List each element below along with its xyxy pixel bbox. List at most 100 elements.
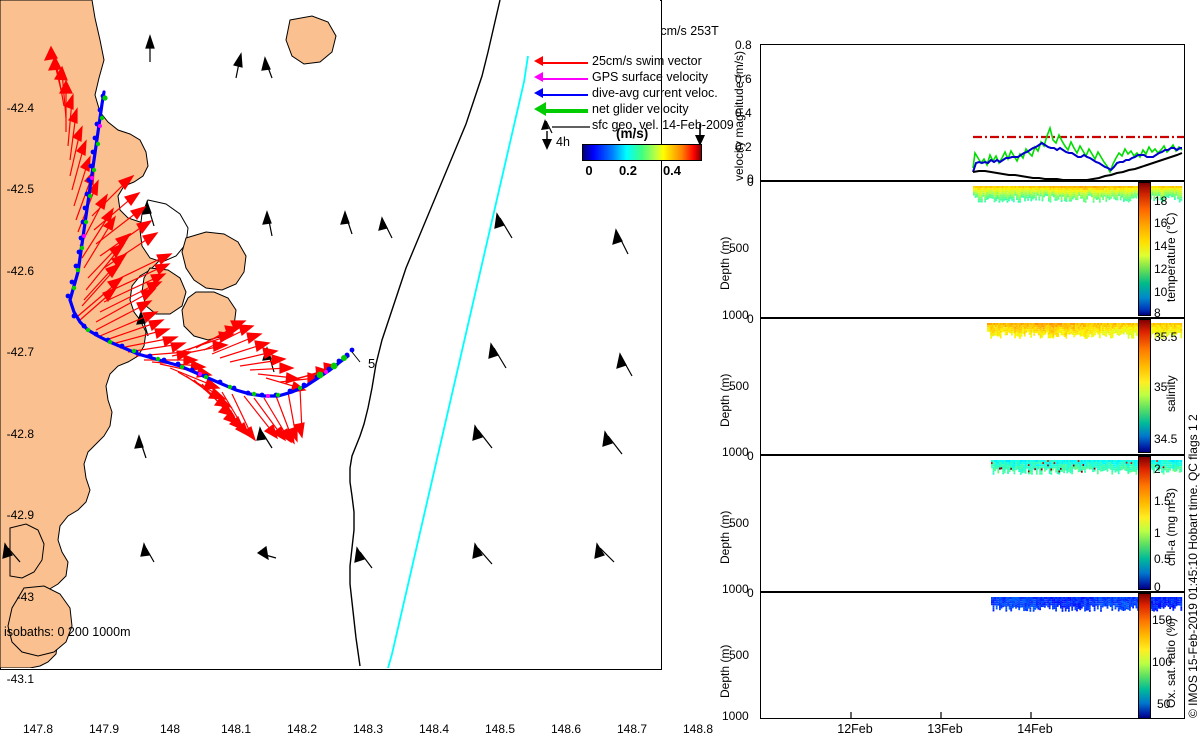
time-scale-label: 4h bbox=[556, 135, 570, 149]
salinity-ytick-0: 0 bbox=[747, 312, 754, 326]
legend-label: dive-avg current veloc. bbox=[592, 86, 718, 100]
salinity-cb-tick-0: 35.5 bbox=[1154, 330, 1178, 344]
chlorophyll-section bbox=[991, 460, 1183, 475]
salinity-ytick-1: 500 bbox=[729, 379, 750, 393]
velocity-ytick-2: 0.4 bbox=[735, 106, 752, 120]
geostrophic-arrow-icon bbox=[541, 119, 590, 134]
chlorophyll-cb-tick-3: 0.5 bbox=[1154, 552, 1171, 566]
map-lat-tick-0: -42.4 bbox=[6, 101, 34, 115]
oxygen-cb-tick-0: 150 bbox=[1152, 613, 1173, 627]
map-colorbar-tick-2: 0.4 bbox=[662, 163, 682, 178]
legend-item-dive-avg-current: dive-avg current veloc. bbox=[534, 86, 718, 103]
map-lat-tick-5: -42.9 bbox=[6, 508, 34, 522]
map-lon-tick-10: 148.8 bbox=[682, 722, 714, 736]
oxygen-ytick-0: 0 bbox=[747, 586, 754, 600]
map-lon-tick-3: 148.1 bbox=[220, 722, 252, 736]
salinity-cb-tick-1: 35 bbox=[1154, 380, 1168, 394]
map-colorbar-tick-0: 0 bbox=[585, 163, 593, 178]
legend-item-gps-surface-velocity: GPS surface velocity bbox=[534, 70, 714, 87]
oxygen-cb-tick-1: 100 bbox=[1152, 655, 1173, 669]
map-lon-tick-6: 148.4 bbox=[418, 722, 450, 736]
xaxis-tick-13feb: 13Feb bbox=[927, 722, 963, 736]
temperature-cb-tick-3: 12 bbox=[1154, 262, 1168, 276]
temperature-section bbox=[973, 186, 1183, 203]
legend-item-swim-vector: 25cm/s swim vector bbox=[534, 54, 714, 71]
arrow-icon bbox=[534, 88, 543, 98]
arrow-icon bbox=[534, 72, 543, 82]
legend-line bbox=[544, 109, 588, 113]
salinity-colorbar bbox=[1138, 319, 1151, 453]
map-lon-tick-9: 148.7 bbox=[616, 722, 648, 736]
map-lat-tick-3: -42.7 bbox=[6, 345, 34, 359]
gps-surface-velocity-points bbox=[82, 124, 328, 398]
panel-salinity[interactable] bbox=[760, 318, 1185, 455]
map-legend: 25cm/s swim vector GPS surface velocity … bbox=[534, 54, 734, 150]
panel-velocity-magnitude[interactable] bbox=[760, 44, 1185, 181]
temperature-cb-tick-1: 16 bbox=[1154, 216, 1168, 230]
map-colorbar-tick-1: 0.2 bbox=[618, 163, 638, 178]
map-lat-tick-1: -42.5 bbox=[6, 182, 34, 196]
map-lon-tick-1: 147.9 bbox=[88, 722, 120, 736]
map-colorbar-title: (m/s) bbox=[616, 126, 649, 141]
panel-chlorophyll[interactable] bbox=[760, 455, 1185, 592]
colorbar-pointer-icon bbox=[695, 124, 705, 146]
legend-item-net-glider-velocity: net glider velocity bbox=[534, 102, 714, 119]
map-lon-tick-7: 148.5 bbox=[484, 722, 516, 736]
oxygen-section bbox=[991, 597, 1183, 612]
chlorophyll-ytick-1: 500 bbox=[729, 516, 750, 530]
velocity-ytick-1: 0.6 bbox=[735, 72, 752, 86]
legend-item-sfc-geo-velocity: sfc geo. vel. 14-Feb-2009 bbox=[534, 118, 734, 135]
arrow-icon bbox=[534, 102, 546, 116]
temperature-ytick-1: 500 bbox=[729, 241, 750, 255]
map-lat-tick-6: -43 bbox=[16, 590, 34, 604]
chlorophyll-cb-tick-0: 2 bbox=[1154, 462, 1161, 476]
map-lat-tick-7: -43.1 bbox=[6, 672, 34, 686]
map-lon-tick-2: 148 bbox=[159, 722, 181, 736]
legend-label: GPS surface velocity bbox=[592, 70, 709, 84]
legend-label: sfc geo. vel. 14-Feb-2009 bbox=[592, 118, 734, 132]
oxygen-ytick-2: 1000 bbox=[722, 709, 749, 723]
chlorophyll-colorbar bbox=[1138, 456, 1151, 590]
legend-line bbox=[540, 78, 588, 80]
temperature-cb-tick-2: 14 bbox=[1154, 239, 1168, 253]
oxygen-ytick-1: 500 bbox=[729, 648, 750, 662]
chlorophyll-ytick-0: 0 bbox=[747, 449, 754, 463]
time-scale-arrow-icon bbox=[542, 131, 552, 150]
map-lon-tick-4: 148.2 bbox=[286, 722, 318, 736]
panel-temperature[interactable] bbox=[760, 181, 1185, 318]
isobaths-note: isobaths: 0 200 1000m bbox=[4, 625, 131, 639]
legend-line bbox=[540, 62, 588, 64]
xaxis-tick-12feb: 12Feb bbox=[837, 722, 873, 736]
salinity-ytick-2: 1000 bbox=[722, 445, 749, 459]
temperature-cb-tick-4: 10 bbox=[1154, 285, 1168, 299]
legend-label: 25cm/s swim vector bbox=[592, 54, 702, 68]
chlorophyll-ytick-2: 1000 bbox=[722, 582, 749, 596]
map-lon-tick-0: 147.8 bbox=[22, 722, 54, 736]
salinity-cb-tick-2: 34.5 bbox=[1154, 432, 1178, 446]
temperature-cb-tick-5: 8 bbox=[1154, 306, 1161, 320]
map-lat-tick-4: -42.8 bbox=[6, 427, 34, 441]
temperature-ytick-2: 1000 bbox=[722, 308, 749, 322]
dive-number-label: 5 bbox=[368, 356, 376, 371]
map-lat-tick-2: -42.6 bbox=[6, 264, 34, 278]
legend-label: net glider velocity bbox=[592, 102, 689, 116]
velocity-ytick-3: 0.2 bbox=[735, 140, 752, 154]
imos-credit: © IMOS 15-Feb-2019 01:45:10 Hobart time.… bbox=[1186, 414, 1200, 718]
temperature-cb-tick-0: 18 bbox=[1154, 194, 1168, 208]
net-glider-velocity-points bbox=[71, 95, 347, 398]
map-colorbar bbox=[582, 144, 702, 161]
legend-line bbox=[540, 94, 588, 96]
salinity-section bbox=[987, 323, 1183, 339]
temperature-ytick-0: 0 bbox=[747, 175, 754, 189]
map-lon-tick-5: 148.3 bbox=[352, 722, 384, 736]
temperature-colorbar bbox=[1138, 182, 1151, 316]
panel-oxygen[interactable] bbox=[760, 592, 1185, 719]
map-lon-tick-8: 148.6 bbox=[550, 722, 582, 736]
velocity-plot bbox=[972, 125, 1184, 180]
geostrophic-arrows bbox=[2, 34, 633, 569]
chlorophyll-cb-tick-1: 1.5 bbox=[1154, 494, 1171, 508]
velocity-ytick-4: 0 bbox=[747, 172, 754, 186]
oxygen-cb-tick-2: 50 bbox=[1157, 697, 1171, 711]
chlorophyll-cb-tick-4: 0 bbox=[1154, 580, 1161, 594]
xaxis-tick-14feb: 14Feb bbox=[1017, 722, 1053, 736]
